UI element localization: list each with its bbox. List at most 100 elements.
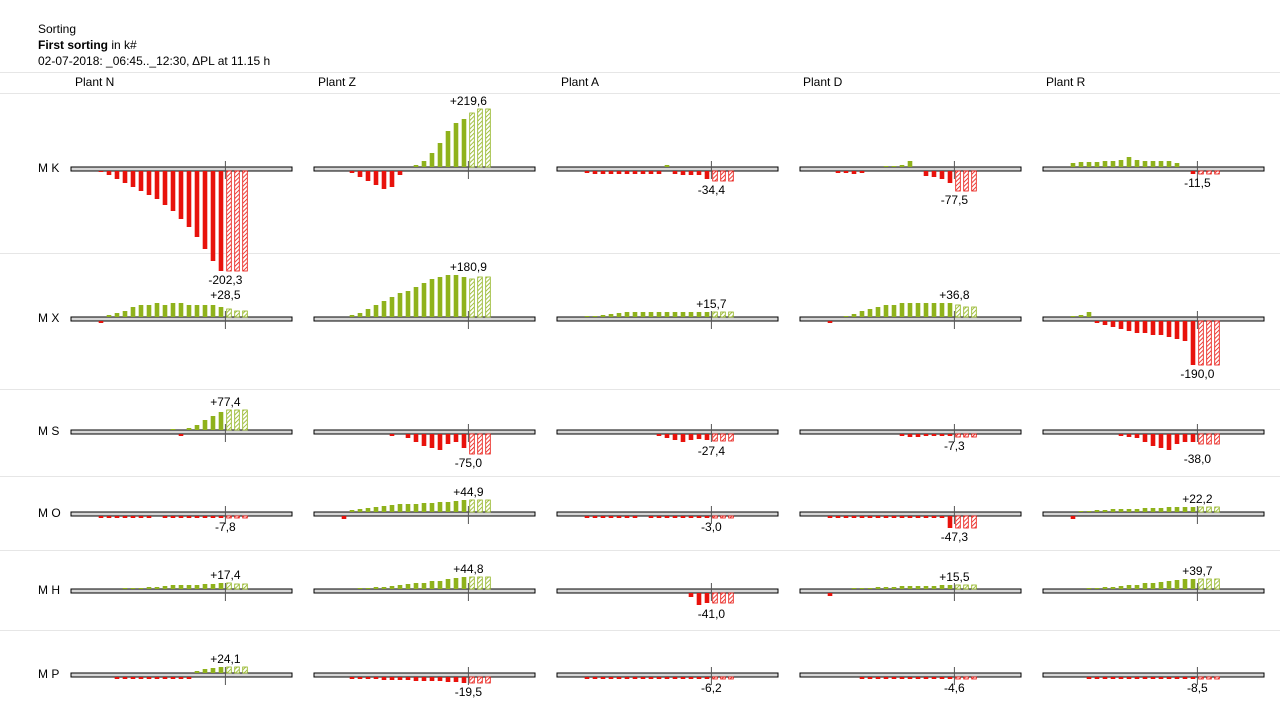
projection-bar bbox=[485, 276, 491, 318]
projection-bar bbox=[1206, 578, 1212, 590]
baseline-axis bbox=[1042, 429, 1265, 435]
projection-bar bbox=[963, 515, 969, 529]
actual-bar bbox=[915, 677, 921, 679]
projection-bar bbox=[728, 592, 734, 604]
actual-bar bbox=[170, 585, 176, 589]
actual-bar bbox=[843, 516, 849, 518]
projection-bar bbox=[242, 583, 248, 590]
actual-bar bbox=[939, 171, 945, 179]
actual-bar bbox=[835, 516, 841, 518]
actual-bar bbox=[453, 501, 459, 512]
projection-bar bbox=[971, 433, 977, 438]
actual-bar bbox=[186, 171, 192, 227]
column-header: Plant R bbox=[1046, 75, 1086, 89]
actual-bar bbox=[891, 516, 897, 518]
actual-bar bbox=[640, 312, 646, 317]
actual-bar bbox=[624, 677, 630, 679]
actual-bar bbox=[1094, 162, 1100, 167]
actual-bar bbox=[680, 516, 686, 518]
actual-bar bbox=[883, 516, 889, 518]
actual-bar bbox=[1166, 507, 1172, 512]
actual-bar bbox=[373, 587, 379, 589]
row-header: M K bbox=[38, 161, 59, 175]
actual-bar bbox=[381, 506, 387, 512]
actual-bar bbox=[680, 434, 686, 442]
projection-bar bbox=[1214, 320, 1220, 366]
baseline-axis bbox=[313, 166, 536, 172]
actual-bar bbox=[907, 516, 913, 518]
actual-bar bbox=[704, 312, 710, 317]
projection-bar bbox=[1198, 320, 1204, 366]
projection-bar bbox=[712, 515, 718, 519]
actual-bar bbox=[592, 677, 598, 679]
actual-bar bbox=[1134, 321, 1140, 333]
actual-bar bbox=[1150, 321, 1156, 335]
actual-bar bbox=[429, 677, 435, 681]
actual-bar bbox=[947, 303, 953, 317]
projection-bar bbox=[728, 433, 734, 442]
actual-bar bbox=[632, 516, 638, 518]
actual-bar bbox=[1158, 677, 1164, 679]
actual-bar bbox=[632, 677, 638, 679]
actual-bar bbox=[405, 584, 411, 589]
actual-bar bbox=[138, 171, 144, 191]
projection-bar bbox=[963, 584, 969, 590]
actual-bar bbox=[1126, 677, 1132, 679]
actual-bar bbox=[1190, 434, 1196, 442]
actual-bar bbox=[341, 516, 347, 519]
actual-bar bbox=[835, 171, 841, 173]
baseline-axis bbox=[556, 316, 779, 322]
actual-bar bbox=[1142, 677, 1148, 679]
actual-bar bbox=[947, 434, 953, 436]
projection-bar bbox=[469, 112, 475, 168]
baseline-axis bbox=[1042, 672, 1265, 678]
actual-bar bbox=[365, 171, 371, 181]
value-label: -3,0 bbox=[701, 520, 722, 534]
actual-bar bbox=[1190, 579, 1196, 589]
actual-bar bbox=[405, 504, 411, 512]
actual-bar bbox=[1158, 321, 1164, 335]
actual-bar bbox=[218, 667, 224, 673]
actual-bar bbox=[672, 312, 678, 317]
projection-bar bbox=[728, 676, 734, 680]
projection-bar bbox=[1206, 433, 1212, 445]
actual-bar bbox=[389, 434, 395, 436]
actual-bar bbox=[397, 585, 403, 589]
projection-bar bbox=[226, 308, 232, 318]
actual-bar bbox=[584, 316, 590, 317]
actual-bar bbox=[413, 504, 419, 512]
actual-bar bbox=[445, 131, 451, 167]
projection-bar bbox=[485, 576, 491, 590]
cell-mh-plant-z: +44,8 bbox=[313, 562, 536, 601]
value-label: -27,4 bbox=[698, 444, 726, 458]
actual-bar bbox=[851, 588, 857, 589]
actual-bar bbox=[389, 505, 395, 512]
actual-bar bbox=[1070, 163, 1076, 167]
actual-bar bbox=[1118, 321, 1124, 329]
actual-bar bbox=[859, 588, 865, 589]
projection-bar bbox=[485, 433, 491, 455]
actual-bar bbox=[584, 171, 590, 173]
projection-bar bbox=[1198, 170, 1204, 175]
actual-bar bbox=[656, 312, 662, 317]
cell-ms-plant-z: -75,0 bbox=[313, 424, 536, 470]
projection-bar bbox=[712, 676, 718, 680]
actual-bar bbox=[114, 171, 120, 179]
value-label: -38,0 bbox=[1184, 452, 1212, 466]
actual-bar bbox=[704, 516, 710, 518]
actual-bar bbox=[1174, 677, 1180, 679]
actual-bar bbox=[154, 677, 160, 679]
cell-mp-plant-n: +24,1 bbox=[70, 652, 293, 685]
row-header: M S bbox=[38, 424, 59, 438]
actual-bar bbox=[421, 503, 427, 512]
actual-bar bbox=[947, 585, 953, 589]
projection-bar bbox=[1198, 676, 1204, 680]
projection-bar bbox=[242, 666, 248, 674]
actual-bar bbox=[453, 578, 459, 589]
actual-bar bbox=[130, 516, 136, 518]
actual-bar bbox=[202, 171, 208, 249]
actual-bar bbox=[584, 516, 590, 518]
value-label: +44,9 bbox=[453, 485, 484, 499]
projection-bar bbox=[1214, 433, 1220, 445]
actual-bar bbox=[883, 166, 889, 167]
